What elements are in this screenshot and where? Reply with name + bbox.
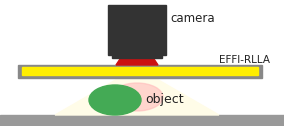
Bar — [108, 5, 166, 55]
Ellipse shape — [111, 83, 163, 111]
Text: camera: camera — [170, 12, 215, 25]
Ellipse shape — [89, 85, 141, 115]
Polygon shape — [116, 56, 158, 65]
Polygon shape — [55, 78, 219, 115]
Bar — [22, 67, 258, 75]
Bar — [112, 53, 162, 58]
Bar — [0, 115, 284, 126]
Text: object: object — [145, 93, 184, 106]
Bar — [18, 65, 262, 78]
Text: EFFI-RLLA: EFFI-RLLA — [219, 55, 270, 65]
